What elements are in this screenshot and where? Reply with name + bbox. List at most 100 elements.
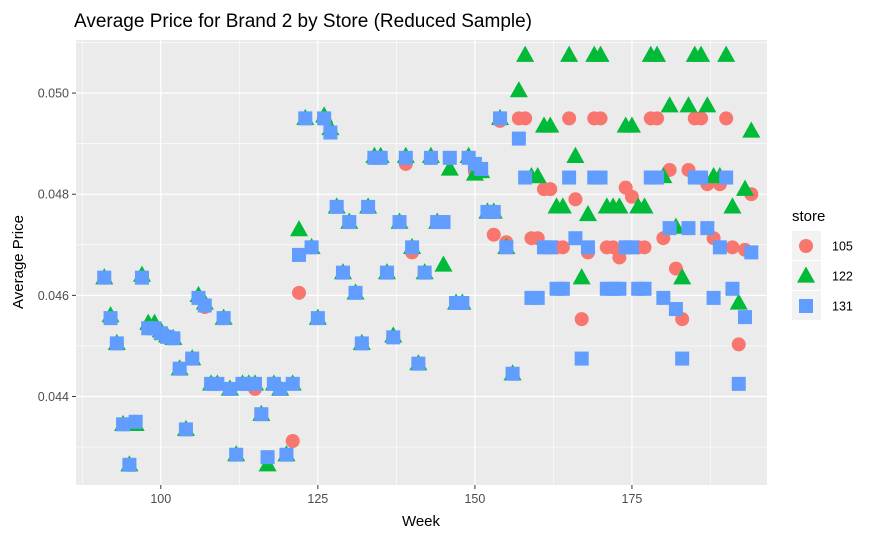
point-store-131 — [122, 457, 137, 472]
point-store-131 — [354, 336, 369, 351]
point-store-131 — [719, 170, 734, 185]
point-store-122 — [622, 116, 641, 133]
point-store-131 — [317, 111, 332, 126]
legend: store 105 122 131 — [792, 208, 853, 320]
point-store-105 — [292, 285, 307, 300]
point-store-131 — [505, 366, 520, 381]
point-store-131 — [285, 376, 300, 391]
point-store-131 — [712, 240, 727, 255]
point-store-131 — [361, 199, 376, 214]
grid-minor — [76, 40, 767, 485]
point-store-131 — [398, 150, 413, 165]
point-store-105 — [694, 111, 709, 126]
point-store-122 — [572, 268, 591, 285]
x-axis-ticks: 100 125 150 175 — [150, 485, 642, 506]
point-store-131 — [706, 290, 721, 305]
y-tick-label: 0.044 — [38, 390, 69, 404]
point-store-105 — [285, 434, 300, 449]
point-store-131 — [574, 351, 589, 366]
point-store-131 — [222, 381, 237, 396]
point-store-131 — [700, 221, 715, 236]
y-tick-label: 0.050 — [38, 87, 69, 101]
point-store-122 — [509, 81, 528, 98]
point-store-131 — [744, 245, 759, 260]
point-store-131 — [738, 310, 753, 325]
point-store-131 — [116, 417, 131, 432]
legend-label-105: 105 — [832, 240, 853, 254]
point-store-131 — [260, 450, 275, 465]
point-store-131 — [411, 356, 426, 371]
point-store-131 — [694, 170, 709, 185]
y-axis-title: Average Price — [10, 215, 27, 309]
legend-key-122 — [796, 266, 816, 283]
point-store-131 — [417, 265, 432, 280]
point-store-131 — [229, 447, 244, 462]
point-store-131 — [323, 125, 338, 140]
x-tick-label: 125 — [307, 492, 328, 506]
point-store-131 — [178, 422, 193, 437]
point-store-131 — [392, 215, 407, 230]
point-store-131 — [656, 290, 671, 305]
point-store-131 — [379, 265, 394, 280]
point-store-131 — [493, 111, 508, 126]
point-store-131 — [216, 311, 231, 326]
point-store-105 — [518, 111, 533, 126]
point-store-131 — [530, 290, 545, 305]
point-store-131 — [562, 170, 577, 185]
point-store-131 — [593, 170, 608, 185]
chart-title: Average Price for Brand 2 by Store (Redu… — [74, 11, 532, 32]
point-store-122 — [723, 197, 742, 214]
point-store-131 — [128, 414, 143, 429]
point-store-122 — [610, 197, 629, 214]
point-store-131 — [373, 150, 388, 165]
point-store-131 — [97, 270, 112, 285]
data-points — [95, 45, 761, 472]
point-store-131 — [580, 240, 595, 255]
point-store-122 — [566, 146, 585, 163]
point-store-131 — [298, 111, 313, 126]
point-store-131 — [486, 204, 501, 219]
plot-panel — [76, 40, 767, 485]
x-tick-label: 150 — [464, 492, 485, 506]
point-store-131 — [568, 231, 583, 246]
x-axis-title: Week — [402, 513, 441, 530]
point-store-122 — [648, 45, 667, 62]
y-tick-label: 0.046 — [38, 289, 69, 303]
point-store-131 — [248, 376, 263, 391]
point-store-105 — [725, 240, 740, 255]
point-store-131 — [499, 240, 514, 255]
point-store-131 — [273, 381, 288, 396]
point-store-131 — [681, 221, 696, 236]
y-tick-label: 0.048 — [38, 188, 69, 202]
point-store-131 — [405, 240, 420, 255]
point-store-105 — [486, 227, 501, 242]
point-store-105 — [650, 111, 665, 126]
point-store-122 — [729, 293, 748, 310]
point-store-105 — [731, 337, 746, 352]
point-store-131 — [310, 311, 325, 326]
point-store-131 — [624, 240, 639, 255]
point-store-122 — [692, 45, 711, 62]
point-store-105 — [637, 240, 652, 255]
point-store-131 — [668, 302, 683, 317]
point-store-105 — [624, 189, 639, 204]
legend-key-105 — [799, 239, 813, 253]
point-store-131 — [474, 161, 489, 176]
point-store-122 — [660, 96, 679, 113]
point-store-105 — [555, 240, 570, 255]
point-store-131 — [166, 331, 181, 346]
point-store-122 — [440, 159, 459, 176]
point-store-122 — [289, 220, 309, 237]
point-store-105 — [562, 111, 577, 126]
point-store-131 — [650, 170, 665, 185]
point-store-131 — [348, 285, 363, 300]
point-store-122 — [673, 268, 692, 285]
point-store-131 — [279, 447, 294, 462]
point-store-131 — [109, 336, 124, 351]
point-store-131 — [329, 199, 344, 214]
point-store-131 — [442, 150, 457, 165]
legend-key-131 — [799, 299, 813, 313]
legend-label-122: 122 — [832, 270, 853, 284]
